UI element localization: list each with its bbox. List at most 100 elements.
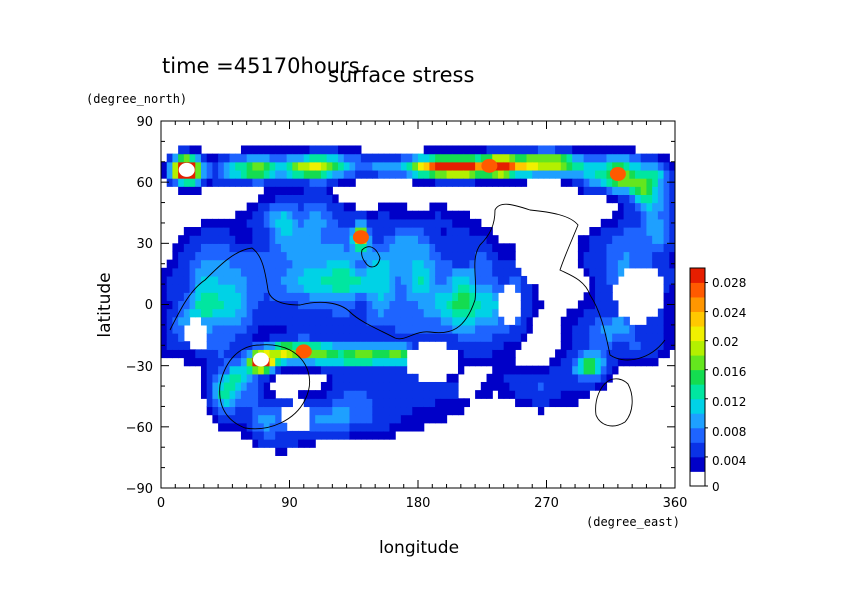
heatmap-cell [218, 169, 225, 179]
heatmap-cell [303, 357, 311, 367]
heatmap-cell [166, 316, 174, 326]
heatmap-cell [429, 169, 436, 179]
heatmap-cell [383, 210, 391, 220]
heatmap-cell [258, 406, 265, 416]
heatmap-cell [240, 422, 248, 432]
heatmap-cell [429, 275, 436, 285]
heatmap-cell [463, 251, 470, 261]
heatmap-cell [355, 210, 362, 220]
heatmap-cell [457, 333, 465, 342]
heatmap-cell [617, 202, 625, 212]
heatmap-cell [486, 308, 493, 318]
heatmap-cell [452, 373, 459, 383]
heatmap-cell [349, 398, 356, 408]
coastline-south-ring [595, 378, 633, 427]
heatmap-cell [595, 333, 602, 342]
heatmap-cell [309, 292, 316, 302]
heatmap-cell [629, 169, 636, 179]
heatmap-cell [520, 161, 528, 171]
heatmap-cell [309, 341, 316, 350]
heatmap-cell [212, 251, 219, 261]
heatmap-cell [480, 267, 488, 277]
heatmap-cell [206, 357, 213, 367]
heatmap-cell [183, 275, 191, 285]
heatmap-cell [589, 308, 596, 318]
heatmap-cell [349, 365, 356, 375]
heatmap-cell [577, 145, 585, 155]
heatmap-cell [652, 235, 659, 244]
heatmap-cell [349, 178, 356, 187]
heatmap-cell [617, 267, 625, 277]
heatmap-cell [440, 218, 448, 228]
heatmap-cell [486, 153, 493, 163]
heatmap-cell [617, 153, 625, 163]
heatmap-cell [223, 161, 231, 171]
heatmap-cell [355, 365, 362, 375]
heatmap-cell [560, 333, 568, 342]
heatmap-cell [332, 422, 339, 432]
heatmap-cell [303, 145, 311, 155]
heatmap-cell [206, 284, 213, 293]
heatmap-cell [383, 406, 391, 416]
heatmap-cell [326, 422, 333, 432]
heatmap-cell [486, 333, 493, 342]
heatmap-cell [161, 333, 168, 342]
heatmap-cell [343, 178, 351, 187]
heatmap-cell [309, 422, 316, 432]
heatmap-cell [400, 169, 408, 179]
heatmap-cell [617, 227, 625, 236]
heatmap-cell [292, 145, 299, 155]
heatmap-cell [480, 308, 488, 318]
heatmap-cell [492, 324, 499, 334]
heatmap-cell [269, 406, 276, 416]
heatmap-cell [229, 406, 236, 416]
heatmap-cell [429, 145, 436, 155]
heatmap-cell [280, 365, 288, 375]
heatmap-cell [629, 202, 636, 212]
heatmap-cell [486, 292, 493, 302]
heatmap-cell [497, 390, 505, 399]
heatmap-cell [246, 333, 253, 342]
heatmap-cell [206, 398, 213, 408]
heatmap-cell [600, 373, 608, 383]
x-tick-label: 180 [406, 496, 431, 511]
heatmap-cell [275, 235, 282, 244]
heatmap-cell [503, 153, 510, 163]
heatmap-cell [229, 349, 236, 359]
heatmap-cell [218, 308, 225, 318]
heatmap-cell [497, 267, 505, 277]
heatmap-cell [378, 333, 385, 342]
heatmap-cell [263, 324, 271, 334]
heatmap-cell [206, 292, 213, 302]
heatmap-cell [526, 284, 533, 293]
heatmap-cell [235, 275, 242, 285]
heatmap-cell [492, 292, 499, 302]
heatmap-cell [652, 324, 659, 334]
heatmap-cell [286, 308, 293, 318]
heatmap-cell [366, 308, 373, 318]
heatmap-cell [440, 308, 448, 318]
heatmap-cell [629, 251, 636, 261]
heatmap-cell [320, 316, 328, 326]
heatmap-cell [617, 178, 625, 187]
heatmap-cell [360, 267, 368, 277]
heatmap-cell [275, 227, 282, 236]
heatmap-cell [286, 267, 293, 277]
heatmap-cell [246, 349, 253, 359]
heatmap-cell [555, 373, 562, 383]
heatmap-cell [446, 381, 453, 391]
heatmap-cell [463, 243, 470, 253]
heatmap-cell [172, 324, 179, 334]
heatmap-cell [480, 381, 488, 391]
heatmap-cell [526, 373, 533, 383]
heatmap-cell [395, 202, 402, 212]
heatmap-cell [520, 308, 528, 318]
heatmap-cell [320, 227, 328, 236]
heatmap-cell [389, 430, 396, 440]
heatmap-cell [178, 235, 185, 244]
heatmap-cell [543, 398, 550, 408]
heatmap-cell [395, 390, 402, 399]
heatmap-cell [200, 357, 208, 367]
y-tick-label: 90 [136, 115, 153, 130]
heatmap-cell [429, 333, 436, 342]
